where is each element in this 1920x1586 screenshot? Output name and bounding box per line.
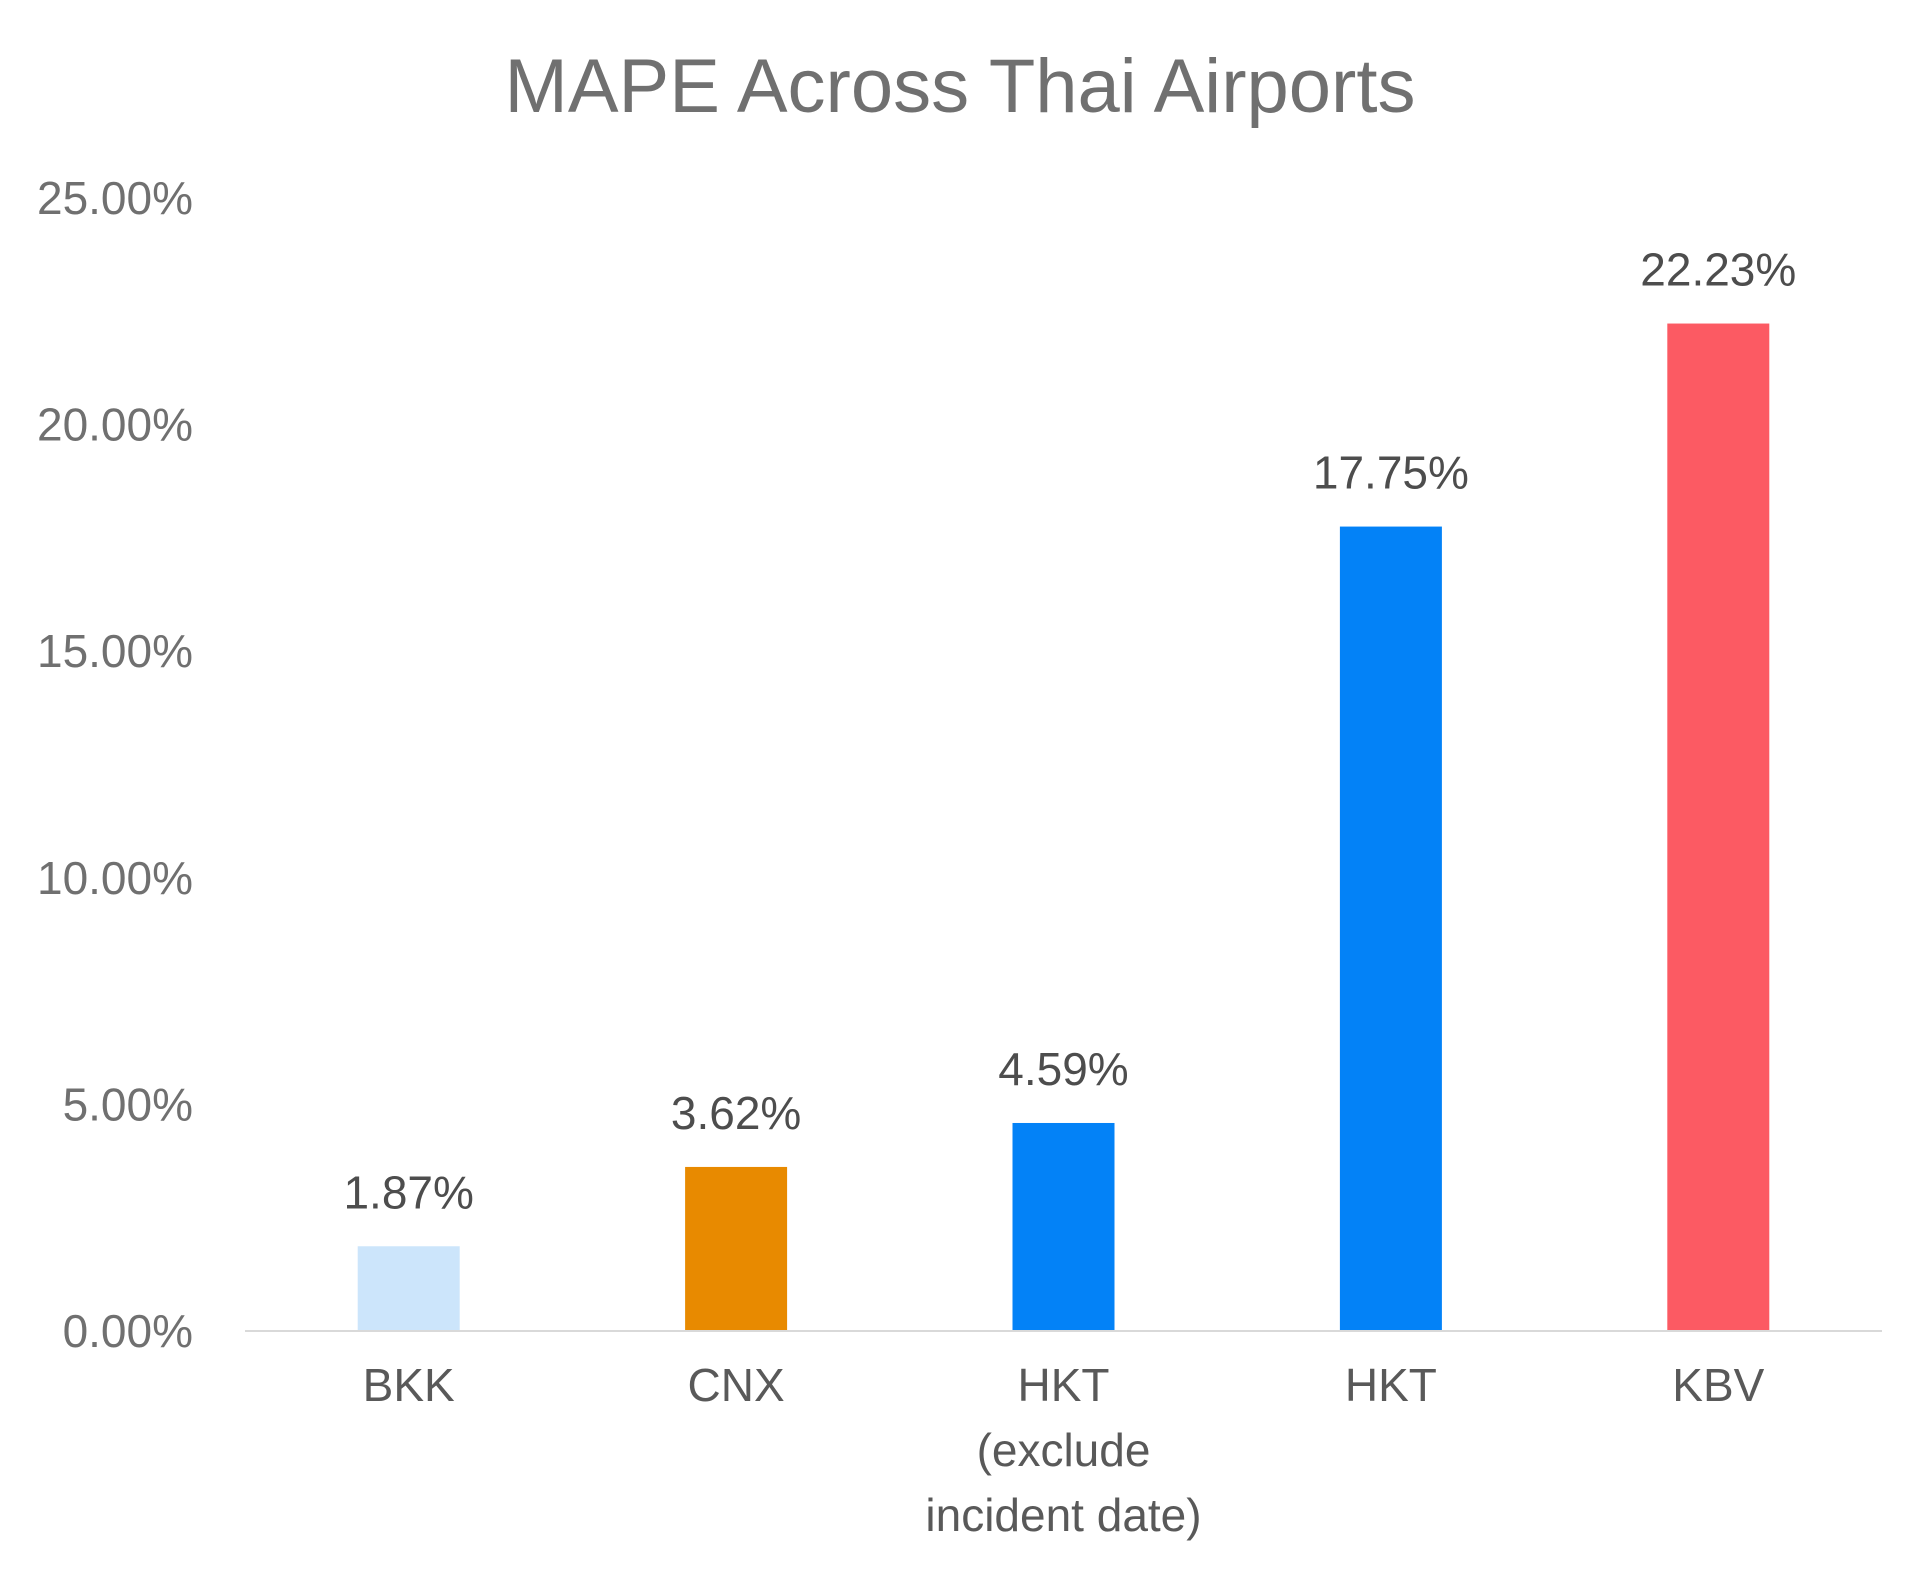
bar xyxy=(1667,323,1770,1332)
bar xyxy=(357,1246,460,1331)
y-tick-label: 25.00% xyxy=(37,172,193,224)
x-tick-label: HKT (exclude incident date) xyxy=(925,1359,1201,1541)
x-tick-label: KBV xyxy=(1672,1359,1764,1411)
bar xyxy=(1339,526,1442,1331)
data-label: 22.23% xyxy=(1640,244,1796,296)
chart-title: MAPE Across Thai Airports xyxy=(505,44,1416,129)
x-tick-label-line: KBV xyxy=(1672,1359,1764,1411)
data-labels: 1.87% 3.62% 4.59% 17.75% 22.23% xyxy=(343,244,1796,1219)
x-tick-label-line: incident date) xyxy=(925,1489,1201,1541)
bars xyxy=(357,323,1770,1332)
x-tick-label-line: (exclude xyxy=(977,1424,1151,1476)
x-tick-label: CNX xyxy=(688,1359,785,1411)
data-label: 4.59% xyxy=(998,1043,1128,1095)
x-tick-label: HKT xyxy=(1345,1359,1437,1411)
x-axis: BKK CNX HKT (exclude incident date) HKT KBV xyxy=(245,1330,1882,1541)
x-tick-label-line: CNX xyxy=(688,1359,785,1411)
bar xyxy=(685,1166,788,1331)
x-tick-label-line: BKK xyxy=(363,1359,455,1411)
x-tick-label-line: HKT xyxy=(1345,1359,1437,1411)
data-label: 17.75% xyxy=(1313,447,1469,499)
y-axis: 0.00% 5.00% 10.00% 15.00% 20.00% 25.00% xyxy=(37,172,193,1357)
data-label: 3.62% xyxy=(671,1087,801,1139)
x-tick-label: BKK xyxy=(363,1359,455,1411)
bar xyxy=(1012,1122,1115,1331)
data-label: 1.87% xyxy=(343,1166,473,1218)
y-tick-label: 20.00% xyxy=(37,399,193,451)
y-tick-label: 5.00% xyxy=(63,1078,193,1130)
x-tick-label-line: HKT xyxy=(1018,1359,1110,1411)
y-tick-label: 0.00% xyxy=(63,1305,193,1357)
y-tick-label: 10.00% xyxy=(37,852,193,904)
y-tick-label: 15.00% xyxy=(37,625,193,677)
